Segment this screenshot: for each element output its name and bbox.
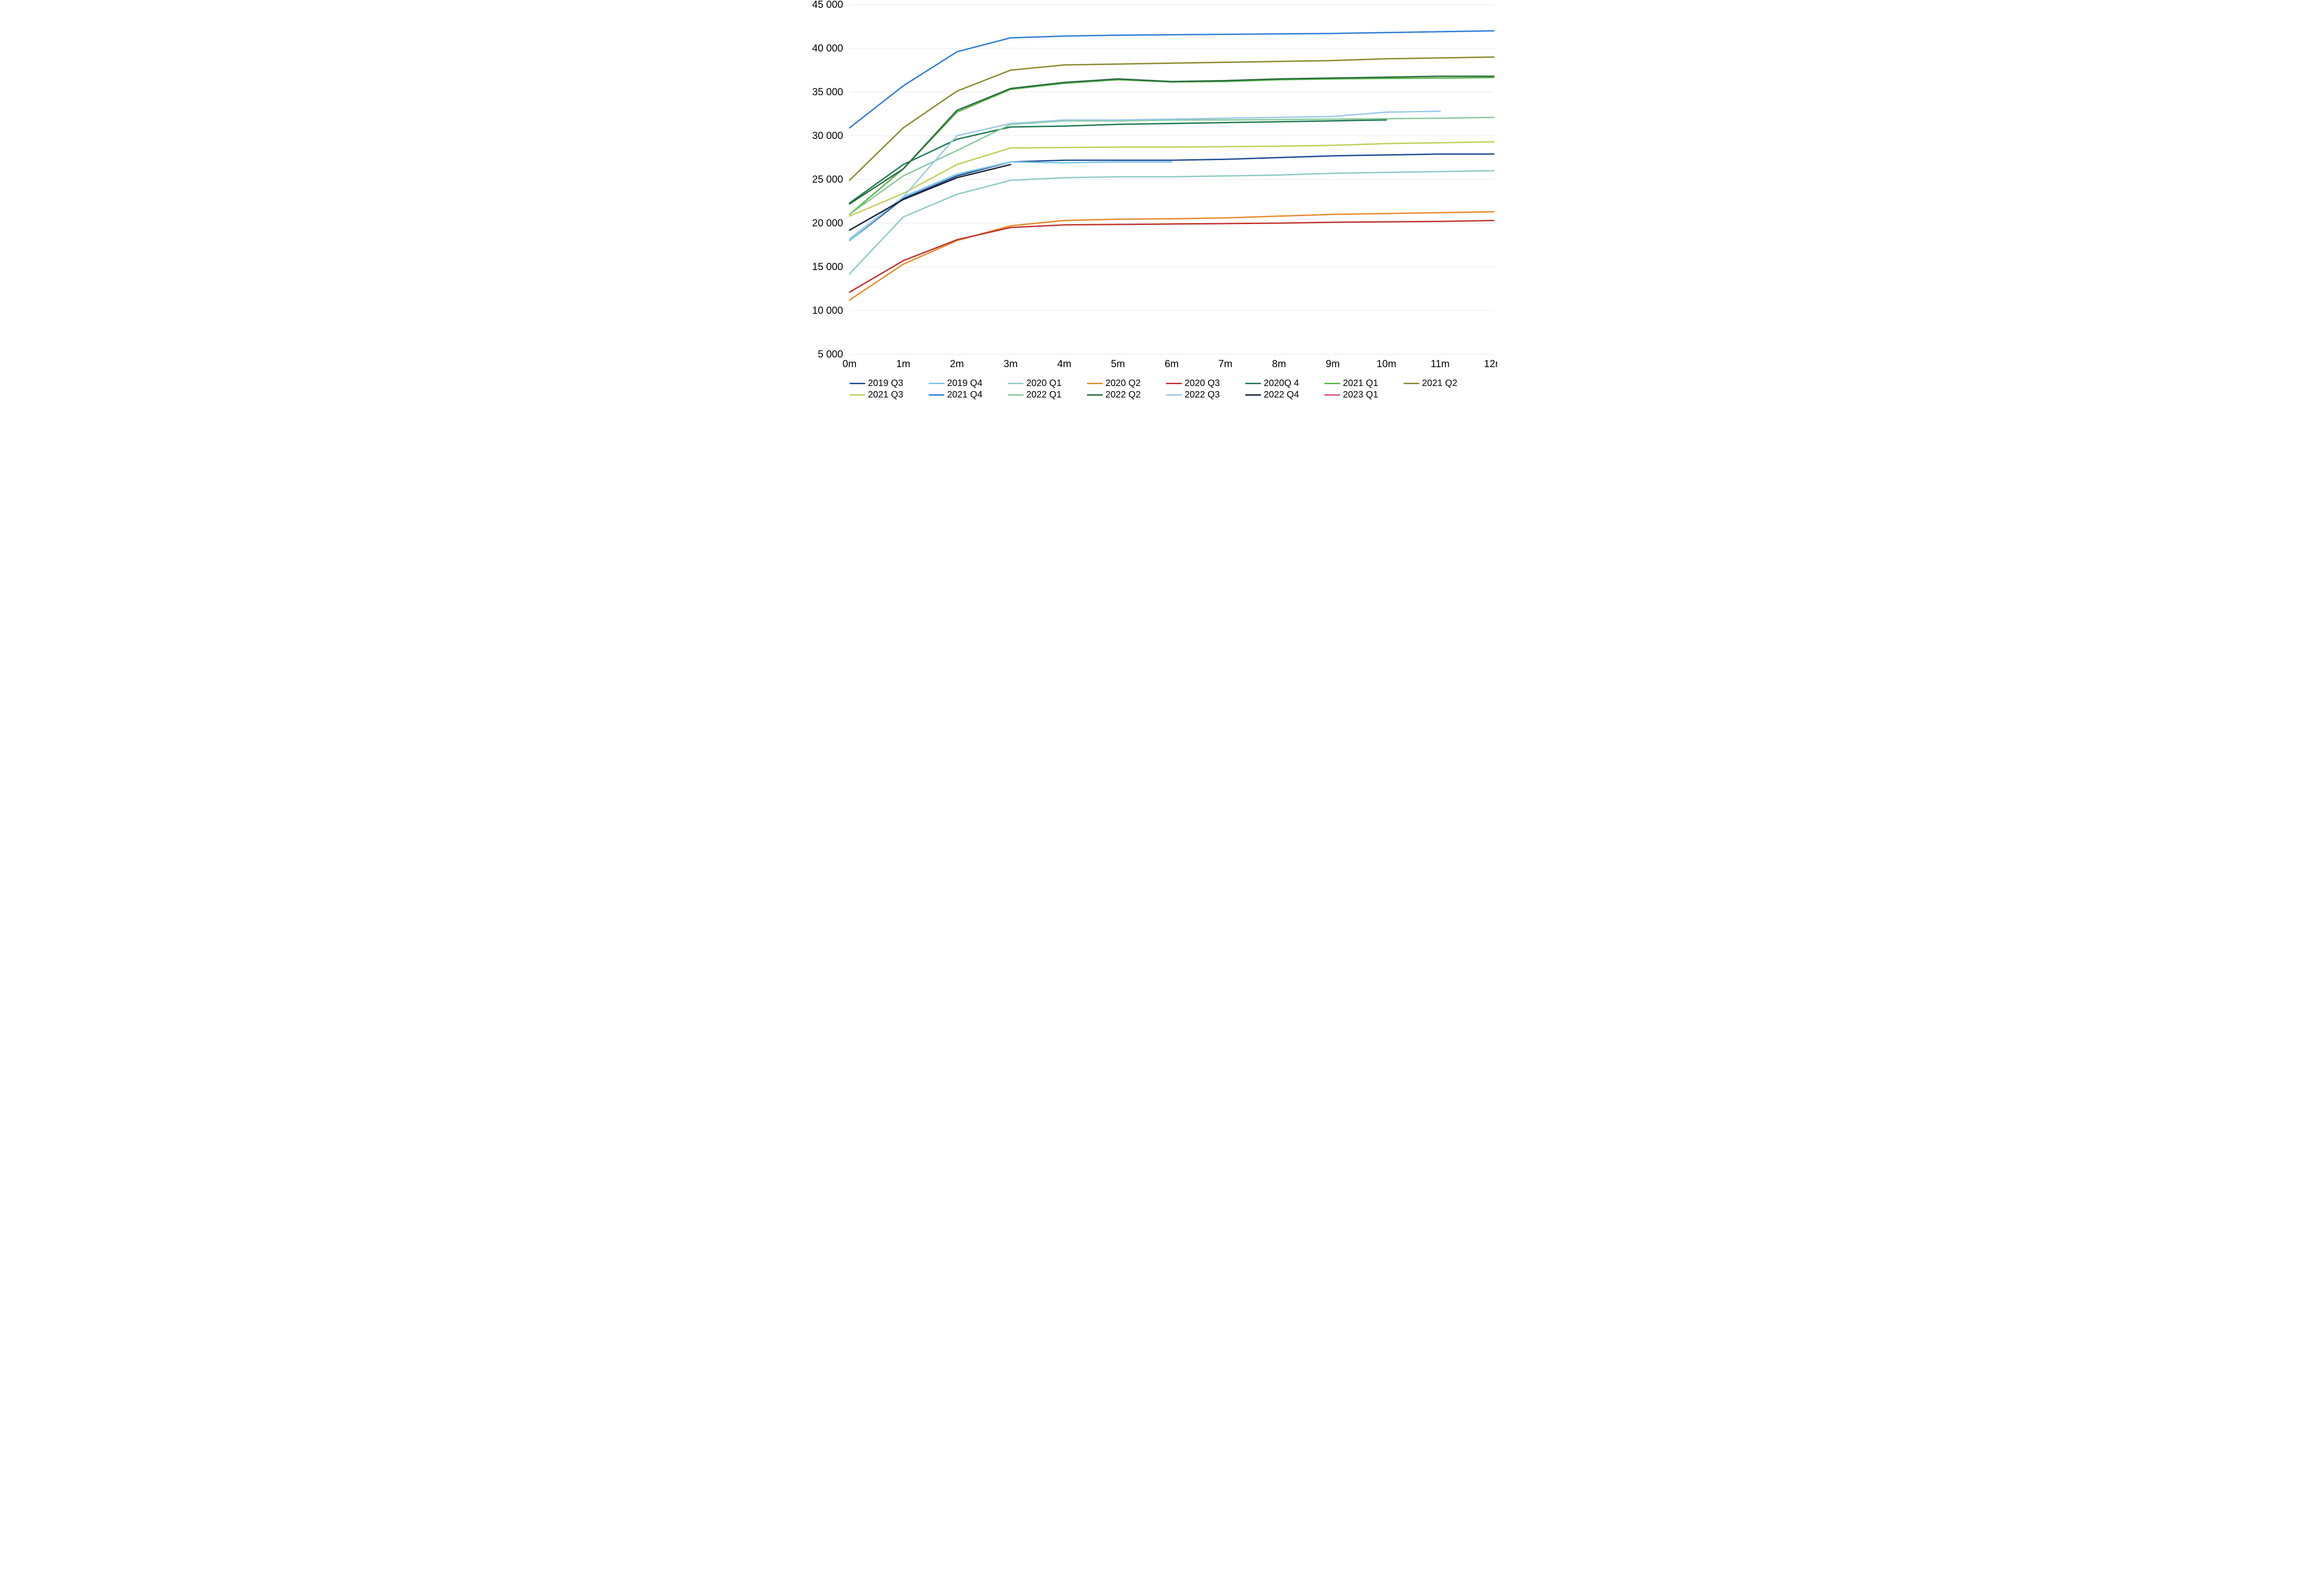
legend-item: 2020 Q2 [1087, 378, 1166, 389]
chart-legend: 2019 Q3 2019 Q4 2020 Q1 2020 Q2 2020 Q3 2020Q… [804, 376, 1497, 401]
legend-label: 2019 Q3 [868, 378, 903, 389]
x-tick-label: 9m [1326, 358, 1340, 369]
legend-label: 2020 Q1 [1026, 378, 1062, 389]
y-tick-label: 5 000 [818, 348, 843, 360]
legend-swatch [1324, 383, 1340, 384]
legend-swatch [1087, 383, 1103, 384]
legend-item: 2022 Q4 [1245, 390, 1324, 400]
x-tick-label: 10m [1376, 358, 1396, 369]
legend-label: 2022 Q3 [1185, 390, 1220, 400]
x-tick-label: 8m [1272, 358, 1286, 369]
legend-item: 2019 Q3 [850, 378, 929, 389]
legend-swatch [1245, 394, 1261, 396]
legend-swatch [929, 383, 944, 384]
legend-item: 2022 Q1 [1008, 390, 1087, 400]
legend-label: 2022 Q2 [1105, 390, 1141, 400]
y-tick-label: 25 000 [812, 173, 843, 185]
y-tick-label: 30 000 [812, 130, 843, 141]
line-chart: 5 000 10 000 15 000 20 000 25 000 30 000 35 00… [804, 0, 1497, 401]
legend-item: 2019 Q4 [929, 378, 1008, 389]
x-tick-label: 4m [1057, 358, 1071, 369]
legend-item: 2023 Q1 [1324, 390, 1404, 400]
legend-swatch [1166, 383, 1182, 384]
legend-item: 2020 Q3 [1166, 378, 1245, 389]
legend-label: 2022 Q4 [1264, 390, 1299, 400]
legend-swatch [929, 394, 944, 396]
x-tick-label: 6m [1165, 358, 1179, 369]
legend-label: 2021 Q4 [947, 390, 983, 400]
legend-label: 2021 Q3 [868, 390, 903, 400]
x-tick-label: 11m [1431, 358, 1450, 369]
legend-item: 2021 Q4 [929, 390, 1008, 400]
y-tick-label: 20 000 [812, 217, 843, 229]
x-tick-label: 12m [1484, 358, 1497, 369]
y-tick-label: 45 000 [812, 0, 843, 10]
legend-swatch [1404, 383, 1419, 384]
legend-label: 2022 Q1 [1026, 390, 1062, 400]
x-tick-label: 2m [950, 358, 964, 369]
legend-swatch [1087, 394, 1103, 396]
y-tick-label: 40 000 [812, 42, 843, 54]
legend-label: 2020 Q2 [1105, 378, 1141, 389]
legend-item: 2020 Q1 [1008, 378, 1087, 389]
legend-label: 2019 Q4 [947, 378, 983, 389]
legend-swatch [1324, 394, 1340, 396]
legend-swatch [1245, 383, 1261, 384]
legend-swatch [850, 394, 865, 396]
legend-item: 2022 Q3 [1166, 390, 1245, 400]
legend-swatch [1166, 394, 1182, 396]
x-tick-label: 7m [1218, 358, 1232, 369]
legend-item: 2021 Q2 [1404, 378, 1483, 389]
legend-label: 2021 Q1 [1343, 378, 1378, 389]
chart-plot-area: 5 000 10 000 15 000 20 000 25 000 30 000 35 00… [804, 0, 1497, 376]
legend-label: 2021 Q2 [1422, 378, 1457, 389]
legend-swatch [1008, 383, 1023, 384]
y-tick-label: 10 000 [812, 305, 843, 316]
legend-item: 2022 Q2 [1087, 390, 1166, 400]
x-tick-label: 3m [1004, 358, 1018, 369]
legend-item: 2021 Q1 [1324, 378, 1404, 389]
x-tick-label: 0m [843, 358, 857, 369]
legend-label: 2023 Q1 [1343, 390, 1378, 400]
x-tick-label: 1m [896, 358, 910, 369]
legend-swatch [850, 383, 865, 384]
legend-item: 2020Q 4 [1245, 378, 1324, 389]
y-tick-label: 35 000 [812, 86, 843, 98]
legend-item: 2021 Q3 [850, 390, 929, 400]
legend-label: 2020Q 4 [1264, 378, 1299, 389]
legend-label: 2020 Q3 [1185, 378, 1220, 389]
y-tick-label: 15 000 [812, 261, 843, 272]
legend-swatch [1008, 394, 1023, 396]
x-tick-label: 5m [1111, 358, 1125, 369]
